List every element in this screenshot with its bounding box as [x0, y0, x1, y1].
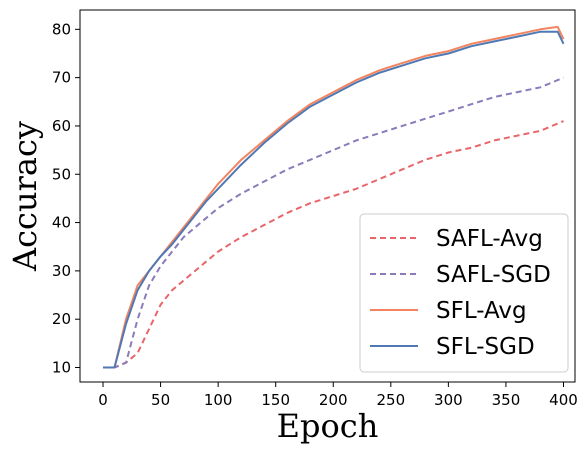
- x-tick-label: 400: [549, 391, 578, 409]
- series-line-safl-sgd: [103, 76, 564, 369]
- x-tick-label: 100: [204, 391, 233, 409]
- y-tick-label: 70: [52, 69, 71, 87]
- ticks-layer: 0 50 100 150 200 250 300 350 400 10 20 30 40 50 60 70 80: [52, 20, 578, 409]
- legend-label: SFL-Avg: [436, 298, 527, 324]
- x-tick-label: 350: [492, 391, 521, 409]
- series-line-safl-avg: [103, 120, 564, 369]
- series-layer: [103, 25, 565, 369]
- y-tick-label: 60: [52, 117, 71, 135]
- y-tick-label: 40: [52, 214, 71, 232]
- legend-label: SAFL-Avg: [436, 226, 543, 252]
- y-tick-label: 50: [52, 165, 71, 183]
- legend-label: SFL-SGD: [436, 334, 535, 360]
- x-tick-label: 150: [261, 391, 290, 409]
- x-tick-label: 0: [98, 391, 108, 409]
- plot-frame: [79, 9, 576, 383]
- x-tick-label: 250: [376, 391, 405, 409]
- y-tick-label: 30: [52, 262, 71, 280]
- y-tick-label: 10: [52, 359, 71, 377]
- series-line-sfl-sgd: [103, 30, 565, 369]
- y-axis-title: Accuracy: [6, 121, 44, 272]
- x-tick-label: 50: [151, 391, 170, 409]
- legend-label: SAFL-SGD: [436, 262, 551, 288]
- legend-box: [359, 213, 569, 373]
- y-tick-label: 20: [52, 310, 71, 328]
- x-axis-title: Epoch: [277, 407, 379, 445]
- legend: SAFL-Avg SAFL-SGD SFL-Avg SFL-SGD: [359, 213, 569, 373]
- y-tick-label: 80: [52, 20, 71, 38]
- x-tick-label: 300: [434, 391, 463, 409]
- x-tick-label: 200: [319, 391, 348, 409]
